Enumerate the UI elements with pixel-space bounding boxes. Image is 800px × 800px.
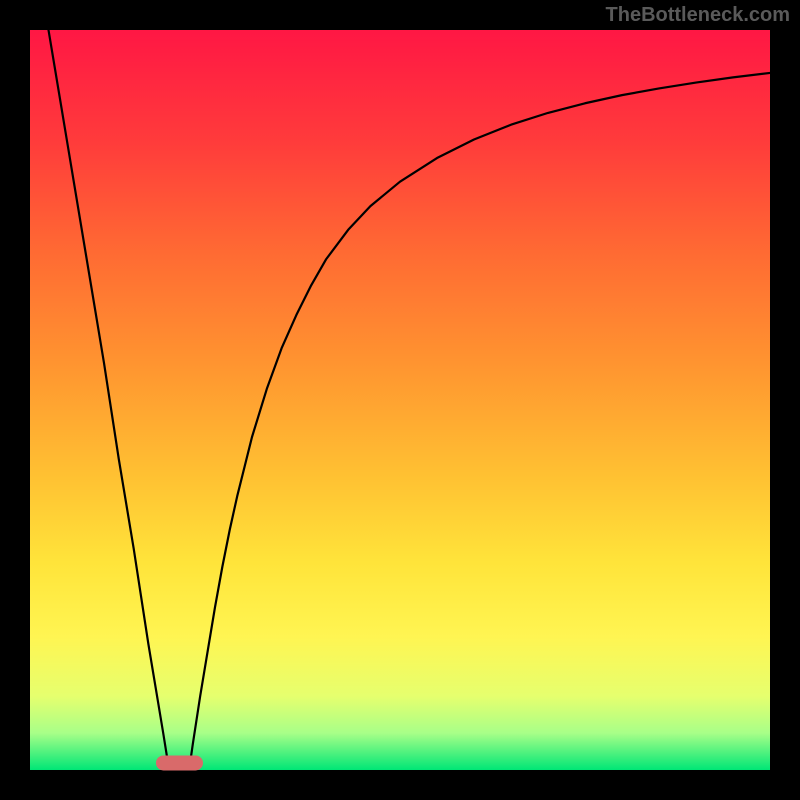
chart-gradient-bg xyxy=(30,30,770,770)
chart-svg xyxy=(0,0,800,800)
bottleneck-chart-container: TheBottleneck.com xyxy=(0,0,800,800)
optimal-marker xyxy=(156,756,202,770)
watermark-text: TheBottleneck.com xyxy=(606,4,790,27)
